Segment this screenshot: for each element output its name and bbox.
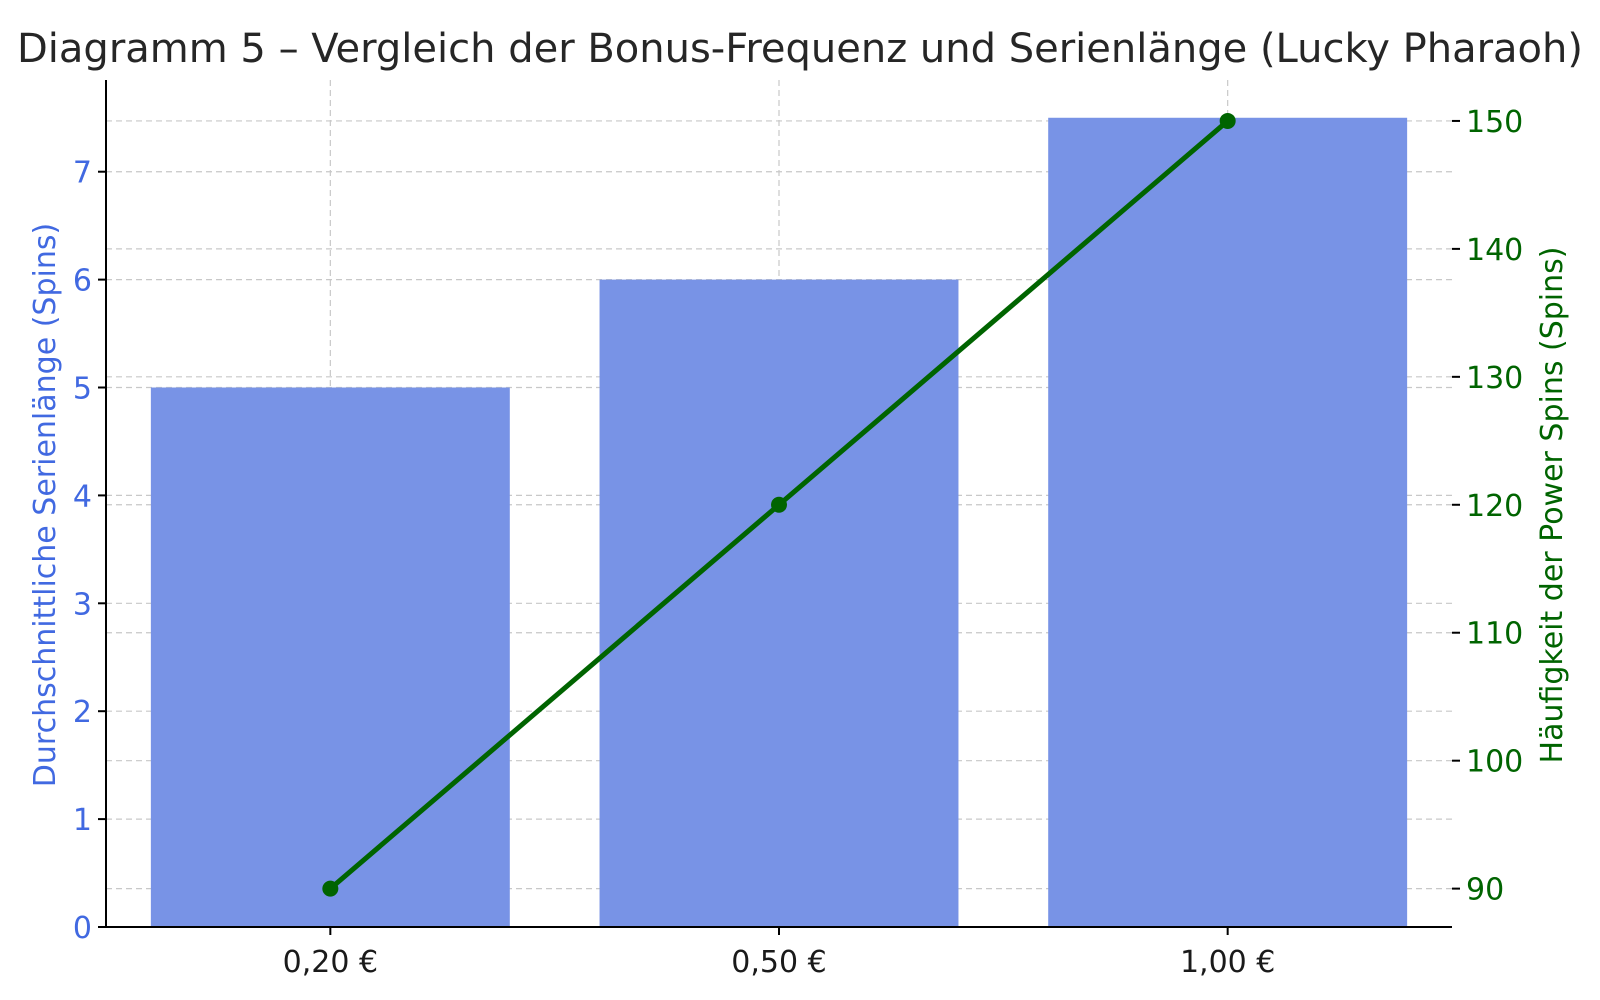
right-tick-label-4: 130: [1466, 361, 1523, 396]
bar-2: [1048, 117, 1408, 927]
left-tick-label-1: 1: [73, 803, 92, 838]
right-tick-label-3: 120: [1466, 489, 1523, 524]
left-tick-label-4: 4: [73, 479, 92, 514]
x-tick-label-1: 0,50 €: [731, 945, 826, 980]
chart-title: Diagramm 5 – Vergleich der Bonus-Frequen…: [17, 26, 1583, 72]
bar-series: [150, 117, 1408, 928]
right-y-axis-label: Häufigkeit der Power Spins (Spins): [1535, 247, 1570, 764]
line-point-2: [1219, 112, 1236, 129]
line-point-1: [771, 496, 787, 513]
right-y-ticks: 90 100 110 120 130 140 150: [1452, 105, 1523, 908]
left-tick-label-3: 3: [73, 587, 92, 622]
x-tick-label-0: 0,20 €: [283, 945, 378, 980]
right-tick-label-2: 110: [1466, 617, 1523, 652]
right-tick-label-1: 100: [1466, 745, 1523, 780]
right-tick-label-0: 90: [1466, 873, 1504, 908]
bar-1: [599, 279, 959, 927]
left-tick-label-6: 6: [73, 264, 92, 299]
x-tick-label-2: 1,00 €: [1180, 945, 1275, 980]
line-series: [322, 112, 1236, 897]
left-y-axis-label: Durchschnittliche Serienlänge (Spins): [28, 223, 63, 787]
left-tick-label-7: 7: [73, 156, 92, 191]
bar-0: [150, 387, 510, 928]
left-tick-label-0: 0: [73, 911, 92, 946]
right-tick-label-5: 140: [1466, 233, 1523, 268]
right-tick-label-6: 150: [1466, 105, 1523, 140]
x-ticks: 0,20 € 0,50 € 1,00 €: [283, 927, 1275, 980]
left-tick-label-2: 2: [73, 695, 92, 730]
left-y-ticks: 0 1 2 3 4 5 6 7: [73, 156, 106, 946]
left-tick-label-5: 5: [73, 372, 92, 407]
line-point-0: [322, 880, 339, 897]
